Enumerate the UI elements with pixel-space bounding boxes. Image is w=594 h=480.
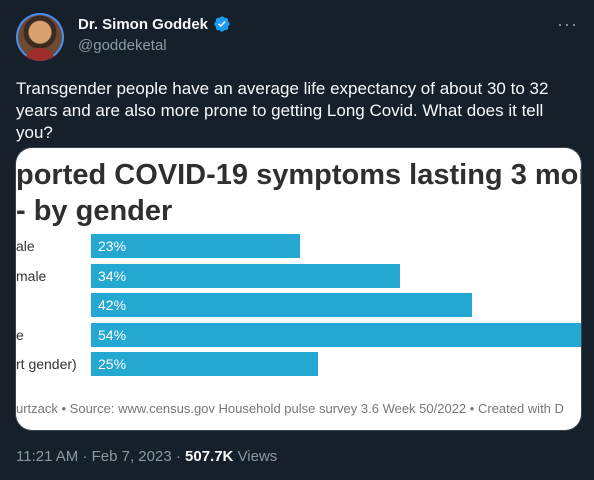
bar-category-label: rt gender): [16, 356, 77, 372]
author-handle[interactable]: @goddeketal: [78, 37, 167, 54]
bar: [91, 322, 581, 347]
tweet-meta: 11:21 AM · Feb 7, 2023 · 507.7K Views: [16, 448, 277, 465]
chart-source: urtzack • Source: www.census.gov Househo…: [16, 401, 564, 416]
chart-title: ported COVID-19 symptoms lasting 3 month…: [16, 157, 581, 229]
bar: [91, 352, 318, 376]
bar-category-label: ale: [16, 238, 35, 254]
views-count: 507.7K: [185, 448, 234, 465]
tweet-text: Transgender people have an average life …: [16, 79, 549, 142]
tweet-date[interactable]: Feb 7, 2023: [91, 448, 172, 465]
bar-category-label: e: [16, 326, 24, 343]
bar-value-label: 42%: [98, 297, 127, 313]
tweet-media-chart[interactable]: ported COVID-19 symptoms lasting 3 month…: [16, 148, 581, 430]
meta-separator: ·: [82, 448, 88, 465]
meta-separator: ·: [175, 448, 181, 465]
author-display-name[interactable]: Dr. Simon Goddek: [78, 15, 209, 33]
bar: [91, 234, 300, 258]
bar: [91, 263, 400, 288]
bar-value-label: 25%: [98, 356, 127, 372]
bar-value-label: 54%: [98, 326, 127, 343]
chart-title-line1: ported COVID-19 symptoms lasting 3 month…: [16, 159, 581, 191]
bar-value-label: 34%: [98, 267, 127, 284]
verified-badge-icon[interactable]: [213, 15, 231, 33]
bar: [91, 293, 472, 317]
bar-value-label: 23%: [98, 238, 127, 254]
views-label: Views: [237, 448, 278, 465]
author-name-row: Dr. Simon Goddek: [78, 15, 231, 33]
author-avatar[interactable]: [16, 13, 64, 61]
tweet-time[interactable]: 11:21 AM: [16, 448, 79, 465]
more-horizontal-icon[interactable]: ···: [557, 14, 578, 34]
chart-title-line2: - by gender: [16, 195, 173, 227]
bar-category-label: male: [16, 267, 47, 284]
